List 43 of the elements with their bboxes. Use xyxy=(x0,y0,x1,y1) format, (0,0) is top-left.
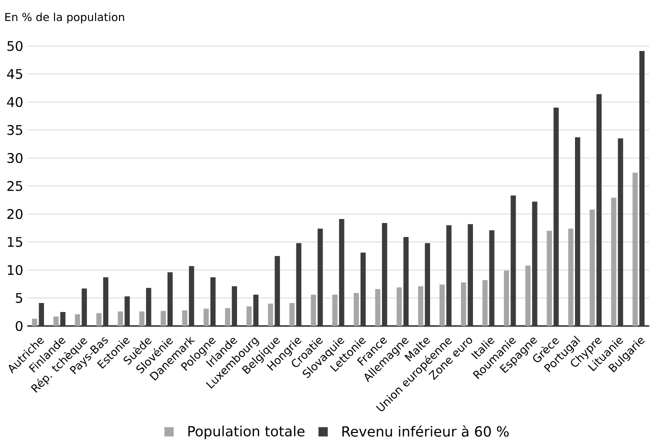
legend-label: Revenu inférieur à 60 % xyxy=(342,425,509,437)
bar xyxy=(139,311,144,326)
bar xyxy=(332,294,338,326)
y-tick-label: 25 xyxy=(7,180,22,192)
bar xyxy=(568,228,574,326)
bar xyxy=(590,210,595,326)
bar xyxy=(396,287,402,326)
bar xyxy=(32,318,38,326)
y-tick-label: 15 xyxy=(8,237,22,247)
bar xyxy=(611,198,616,326)
bar xyxy=(525,266,531,326)
bar xyxy=(375,289,380,326)
bar xyxy=(182,310,188,326)
y-tick-label: 30 xyxy=(7,152,22,164)
y-tick-label: 45 xyxy=(7,69,22,79)
y-tick-label: 10 xyxy=(8,264,22,276)
legend-label: Population totale xyxy=(188,426,304,440)
bar xyxy=(482,280,488,326)
y-tick-label: 35 xyxy=(7,124,22,136)
bar xyxy=(225,308,230,326)
bar xyxy=(160,310,166,326)
bar xyxy=(354,292,359,326)
y-tick-label: 40 xyxy=(7,96,22,108)
bar xyxy=(204,308,209,326)
bar xyxy=(268,304,274,326)
bar xyxy=(460,282,466,326)
bar xyxy=(289,303,295,326)
text: En % de la population xyxy=(5,12,124,24)
y-tick-label: 20 xyxy=(7,208,22,220)
bar xyxy=(546,230,552,326)
bar xyxy=(310,294,316,326)
bar xyxy=(118,311,123,326)
bar xyxy=(96,313,102,326)
y-tick-label: 50 xyxy=(7,40,22,52)
bar xyxy=(632,172,638,326)
y-tick-label: 0 xyxy=(16,320,22,332)
bar xyxy=(74,314,80,326)
bar xyxy=(53,316,59,326)
bar xyxy=(440,284,445,326)
bar xyxy=(418,286,424,326)
y-tick-label: 5 xyxy=(16,293,22,303)
bar xyxy=(504,270,510,326)
bar xyxy=(246,306,252,326)
